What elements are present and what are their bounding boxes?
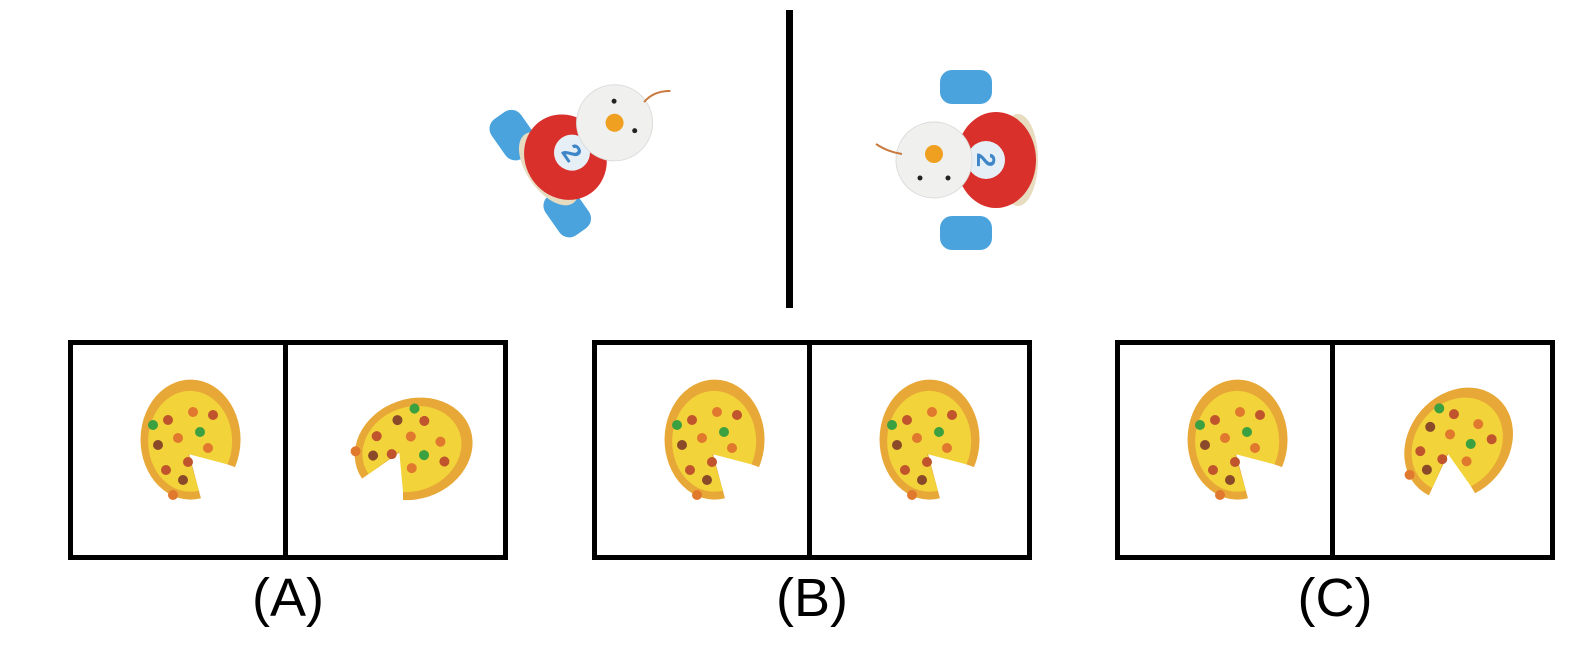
pizza-topping-icon xyxy=(386,449,397,460)
pizza-topping-icon xyxy=(927,407,937,417)
pizza-topping-icon xyxy=(702,475,712,485)
reference-right-car: 2 xyxy=(875,70,1038,250)
pizza-topping-icon xyxy=(419,415,430,426)
pizza-topping-icon xyxy=(1434,403,1445,414)
option-b-box[interactable] xyxy=(592,340,1032,560)
pizza-topping-icon xyxy=(183,457,193,467)
pizza-topping-icon xyxy=(1425,421,1436,432)
pizza-topping-icon xyxy=(902,415,912,425)
pizza-topping-icon xyxy=(692,490,702,500)
wheel-icon xyxy=(940,216,992,250)
pizza-topping-icon xyxy=(1195,420,1205,430)
pizza-topping-icon xyxy=(1473,419,1484,430)
pizza-topping-icon xyxy=(163,415,173,425)
pizza-topping-icon xyxy=(371,431,382,442)
pizza-topping-icon xyxy=(1421,464,1432,475)
pizza-topping-icon xyxy=(1235,407,1245,417)
pizza-topping-icon xyxy=(1250,443,1260,453)
pizza-topping-icon xyxy=(368,450,379,461)
option-b-left-panel xyxy=(597,345,812,555)
option-b-right-pizza xyxy=(879,379,980,500)
pizza-topping-icon xyxy=(934,427,944,437)
pizza-topping-icon xyxy=(922,457,932,467)
pizza-cheese-icon xyxy=(362,405,462,493)
pizza-topping-icon xyxy=(409,403,420,414)
pizza-topping-icon xyxy=(1220,433,1230,443)
pizza-topping-icon xyxy=(1486,434,1497,445)
pizza-topping-icon xyxy=(161,465,171,475)
option-c-right-pizza xyxy=(1404,387,1513,496)
option-b-left-pizza xyxy=(664,379,765,500)
pizza-topping-icon xyxy=(947,410,957,420)
pizza-topping-icon xyxy=(732,410,742,420)
pizza-topping-icon xyxy=(148,420,158,430)
pizza-topping-icon xyxy=(1465,438,1476,449)
pizza-topping-icon xyxy=(419,450,430,461)
car-number: 2 xyxy=(971,153,1001,167)
pizza-topping-icon xyxy=(1461,456,1472,467)
option-a-label[interactable]: (A) xyxy=(252,568,324,628)
pizza-topping-icon xyxy=(707,457,717,467)
pizza-topping-icon xyxy=(1242,427,1252,437)
pizza-topping-icon xyxy=(350,446,361,457)
pizza-topping-icon xyxy=(907,490,917,500)
pizza-topping-icon xyxy=(917,475,927,485)
pizza-topping-icon xyxy=(168,490,178,500)
pizza-topping-icon xyxy=(1200,440,1210,450)
pizza-topping-icon xyxy=(178,475,188,485)
pizza-topping-icon xyxy=(188,407,198,417)
wheel-icon xyxy=(940,70,992,104)
pizza-topping-icon xyxy=(439,456,450,467)
pizza-topping-icon xyxy=(887,420,897,430)
pizza-topping-icon xyxy=(1208,465,1218,475)
pizza-topping-icon xyxy=(1210,415,1220,425)
pizza-topping-icon xyxy=(900,465,910,475)
pizza-topping-icon xyxy=(685,465,695,475)
option-c-box[interactable] xyxy=(1115,340,1555,560)
option-a-left-panel xyxy=(73,345,288,555)
pizza-topping-icon xyxy=(719,427,729,437)
pizza-topping-icon xyxy=(677,440,687,450)
pizza-topping-icon xyxy=(392,415,403,426)
center-divider xyxy=(786,10,793,308)
option-b-label[interactable]: (B) xyxy=(776,568,848,628)
option-c-left-pizza xyxy=(1187,379,1288,500)
option-a-right-pizza xyxy=(350,397,473,501)
pizza-topping-icon xyxy=(1437,454,1448,465)
pizza-topping-icon xyxy=(435,436,446,447)
reference-left-car: 2 xyxy=(489,84,671,238)
pizza-topping-icon xyxy=(203,443,213,453)
pizza-topping-icon xyxy=(208,410,218,420)
pizza-topping-icon xyxy=(1404,469,1415,480)
pizza-topping-icon xyxy=(912,433,922,443)
pizza-topping-icon xyxy=(1230,457,1240,467)
pizza-topping-icon xyxy=(1225,475,1235,485)
pizza-topping-icon xyxy=(697,433,707,443)
pizza-topping-icon xyxy=(1448,409,1459,420)
pizza-topping-icon xyxy=(195,427,205,437)
pizza-topping-icon xyxy=(687,415,697,425)
pizza-topping-icon xyxy=(405,431,416,442)
pizza-topping-icon xyxy=(892,440,902,450)
pizza-topping-icon xyxy=(153,440,163,450)
pizza-topping-icon xyxy=(1445,429,1456,440)
pizza-topping-icon xyxy=(672,420,682,430)
pizza-topping-icon xyxy=(1255,410,1265,420)
pizza-topping-icon xyxy=(727,443,737,453)
pizza-topping-icon xyxy=(173,433,183,443)
option-c-label[interactable]: (C) xyxy=(1297,568,1373,628)
pizza-topping-icon xyxy=(942,443,952,453)
option-c-left-panel xyxy=(1120,345,1335,555)
option-a-left-pizza xyxy=(140,379,241,500)
pizza-topping-icon xyxy=(712,407,722,417)
pizza-topping-icon xyxy=(1215,490,1225,500)
pizza-topping-icon xyxy=(406,463,417,474)
pizza-topping-icon xyxy=(1415,446,1426,457)
option-a-box[interactable] xyxy=(68,340,508,560)
